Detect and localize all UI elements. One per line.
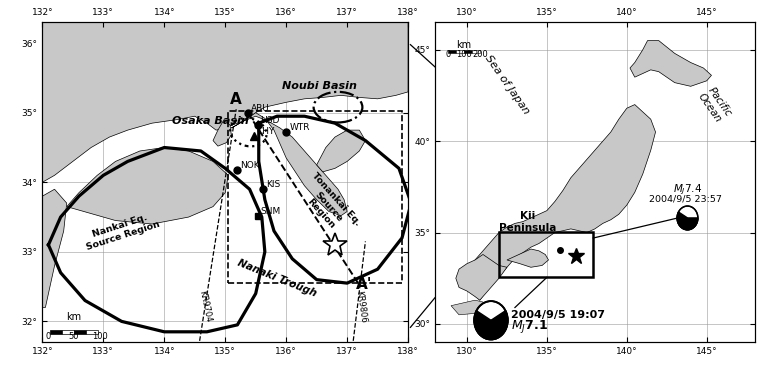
Text: 0: 0 (46, 332, 51, 341)
Text: 2004/9/5 23:57: 2004/9/5 23:57 (649, 195, 722, 203)
Text: ABU: ABU (251, 104, 270, 113)
Text: HSD: HSD (260, 116, 280, 125)
Circle shape (677, 206, 698, 230)
Bar (456, 50, 464, 54)
Text: $M_J$7.4: $M_J$7.4 (673, 183, 702, 197)
Text: SNM: SNM (260, 206, 281, 216)
Text: KIS: KIS (266, 180, 280, 189)
Bar (472, 50, 480, 54)
Text: 50: 50 (69, 332, 79, 341)
Text: 0: 0 (445, 50, 450, 59)
Text: 2004/9/5 19:07: 2004/9/5 19:07 (511, 310, 605, 320)
Polygon shape (316, 130, 366, 172)
Text: NOK: NOK (240, 161, 260, 170)
Polygon shape (42, 189, 67, 308)
Text: A': A' (356, 277, 373, 292)
Bar (448, 50, 456, 54)
Text: Pacific
Ocean: Pacific Ocean (696, 85, 733, 125)
Text: KR9704: KR9704 (197, 290, 213, 323)
Bar (49, 330, 62, 334)
Bar (228, 111, 402, 283)
Polygon shape (42, 22, 408, 182)
Bar (74, 330, 86, 334)
Bar (86, 330, 99, 334)
Wedge shape (491, 311, 507, 320)
Wedge shape (677, 218, 698, 230)
Text: Nankai Eq.
Source Region: Nankai Eq. Source Region (82, 210, 161, 252)
Text: CHY: CHY (257, 126, 276, 136)
Text: 100: 100 (92, 332, 108, 341)
Text: 100: 100 (456, 50, 472, 59)
Circle shape (474, 301, 507, 340)
Text: km: km (457, 40, 471, 50)
Text: Noubi Basin: Noubi Basin (283, 81, 357, 91)
Text: WTR: WTR (290, 123, 310, 132)
Text: Osaka Basin: Osaka Basin (172, 116, 249, 126)
Polygon shape (231, 113, 347, 216)
Text: 200: 200 (472, 50, 487, 59)
Text: Sea of Japan: Sea of Japan (483, 53, 531, 116)
Bar (62, 330, 74, 334)
Text: Tonankai Eq.
Source
Region: Tonankai Eq. Source Region (295, 171, 363, 242)
Polygon shape (456, 254, 507, 300)
Text: km: km (66, 312, 82, 322)
Text: $M_J$7.1: $M_J$7.1 (511, 318, 548, 335)
Text: A: A (230, 92, 242, 108)
Polygon shape (507, 249, 548, 267)
Polygon shape (467, 105, 655, 300)
Polygon shape (451, 300, 499, 315)
Polygon shape (67, 148, 228, 224)
Bar (499, 232, 593, 278)
Wedge shape (677, 212, 688, 218)
Text: KR9806: KR9806 (354, 290, 367, 323)
Bar (464, 50, 472, 54)
Text: Nanaki Trough: Nanaki Trough (236, 258, 318, 299)
Text: Kii
Peninsula: Kii Peninsula (499, 211, 557, 232)
Polygon shape (213, 120, 231, 146)
Polygon shape (630, 41, 711, 86)
Wedge shape (474, 311, 507, 340)
